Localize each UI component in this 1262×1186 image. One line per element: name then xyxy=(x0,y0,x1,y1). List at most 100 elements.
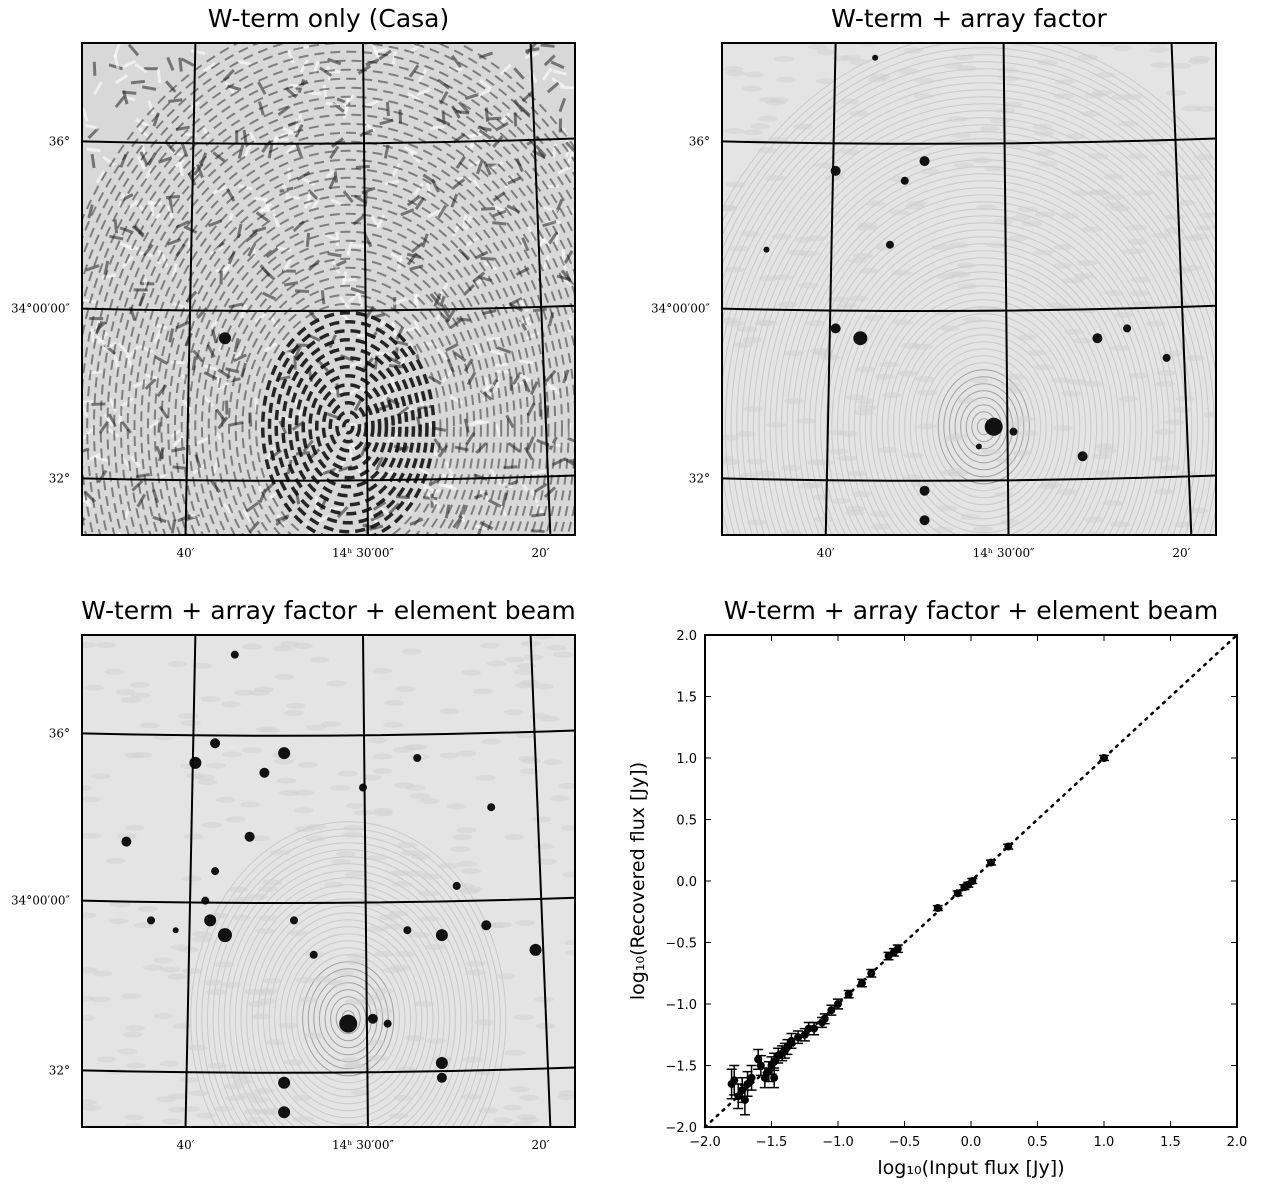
noise xyxy=(1003,420,1024,427)
ring xyxy=(722,82,1216,535)
fringe xyxy=(478,51,494,59)
fringe xyxy=(444,504,451,519)
noise xyxy=(280,640,301,647)
fringe xyxy=(395,326,405,340)
noise xyxy=(765,175,786,182)
ring xyxy=(140,149,557,535)
noise xyxy=(1084,516,1105,523)
noise xyxy=(1034,150,1055,157)
noise xyxy=(1105,194,1126,201)
fringe xyxy=(543,381,558,391)
noise xyxy=(1053,244,1074,251)
panel-title: W-term + array factor xyxy=(831,4,1107,33)
noise xyxy=(123,1114,144,1121)
fringe xyxy=(103,260,110,275)
noise xyxy=(898,68,919,75)
fringe xyxy=(407,91,421,102)
noise xyxy=(913,93,934,100)
noise xyxy=(1022,220,1043,227)
noise xyxy=(214,961,235,968)
fringe xyxy=(178,161,184,177)
y-tick-label: 0.5 xyxy=(676,814,697,829)
ring xyxy=(722,54,1216,252)
noise xyxy=(82,1099,97,1106)
ring xyxy=(724,103,1216,535)
noise xyxy=(185,772,206,779)
noise xyxy=(781,529,802,535)
ring xyxy=(864,278,1103,535)
noise xyxy=(392,881,413,888)
noise xyxy=(121,993,142,1000)
fringe xyxy=(542,255,550,270)
point xyxy=(794,1033,803,1042)
noise xyxy=(1033,249,1054,256)
noise xyxy=(856,224,877,231)
ring xyxy=(758,145,1210,535)
fringe xyxy=(283,281,299,287)
point xyxy=(800,1030,809,1039)
fringe xyxy=(526,402,536,417)
fringe xyxy=(463,358,474,372)
noise xyxy=(167,973,188,980)
image-background xyxy=(82,635,575,1127)
fringe xyxy=(315,515,330,524)
noise xyxy=(939,325,960,332)
x-tick-label: 40′ xyxy=(817,546,835,560)
fringe xyxy=(94,320,104,335)
noise xyxy=(262,977,283,984)
noise xyxy=(793,123,814,130)
noise xyxy=(382,967,403,974)
fringe xyxy=(480,383,495,393)
panel-title: W-term only (Casa) xyxy=(208,4,450,33)
source xyxy=(919,485,930,496)
noise xyxy=(272,645,293,652)
fringe xyxy=(191,356,197,371)
fringe xyxy=(161,253,169,268)
fringe xyxy=(130,79,145,85)
noise xyxy=(863,314,884,321)
fringe xyxy=(237,144,245,159)
x-tick-label: 40′ xyxy=(177,546,195,560)
fringe xyxy=(121,420,132,434)
noise xyxy=(82,912,97,919)
ring xyxy=(308,374,389,480)
noise xyxy=(389,869,410,876)
fringe xyxy=(82,107,89,122)
dec-grid-line xyxy=(81,304,576,313)
noise xyxy=(90,773,111,780)
noise xyxy=(891,269,912,276)
fringe xyxy=(464,215,472,231)
ring xyxy=(842,250,1126,535)
noise xyxy=(1160,464,1181,471)
ring xyxy=(330,996,367,1042)
noise xyxy=(294,976,315,983)
source xyxy=(147,916,156,925)
noise xyxy=(1123,248,1144,255)
fringe xyxy=(355,164,370,169)
ring xyxy=(287,347,409,507)
noise xyxy=(830,498,851,505)
noise xyxy=(90,996,111,1003)
fringe xyxy=(227,212,234,227)
fringe xyxy=(98,420,110,434)
noise xyxy=(222,751,243,758)
noise xyxy=(562,871,575,878)
noise xyxy=(724,127,745,134)
fringe xyxy=(307,259,321,272)
fringe xyxy=(254,312,268,324)
fringe xyxy=(483,261,498,271)
noise xyxy=(1095,43,1116,48)
fringe xyxy=(439,90,449,105)
ring xyxy=(722,96,1216,535)
ring xyxy=(814,215,1154,535)
fringe xyxy=(228,302,243,309)
noise xyxy=(722,455,734,462)
source xyxy=(244,831,255,842)
fringe xyxy=(233,338,240,353)
fringe xyxy=(399,406,413,417)
noise xyxy=(1072,337,1093,344)
noise xyxy=(1155,381,1176,388)
noise xyxy=(796,417,817,424)
fringe xyxy=(236,223,243,239)
source xyxy=(218,332,231,345)
